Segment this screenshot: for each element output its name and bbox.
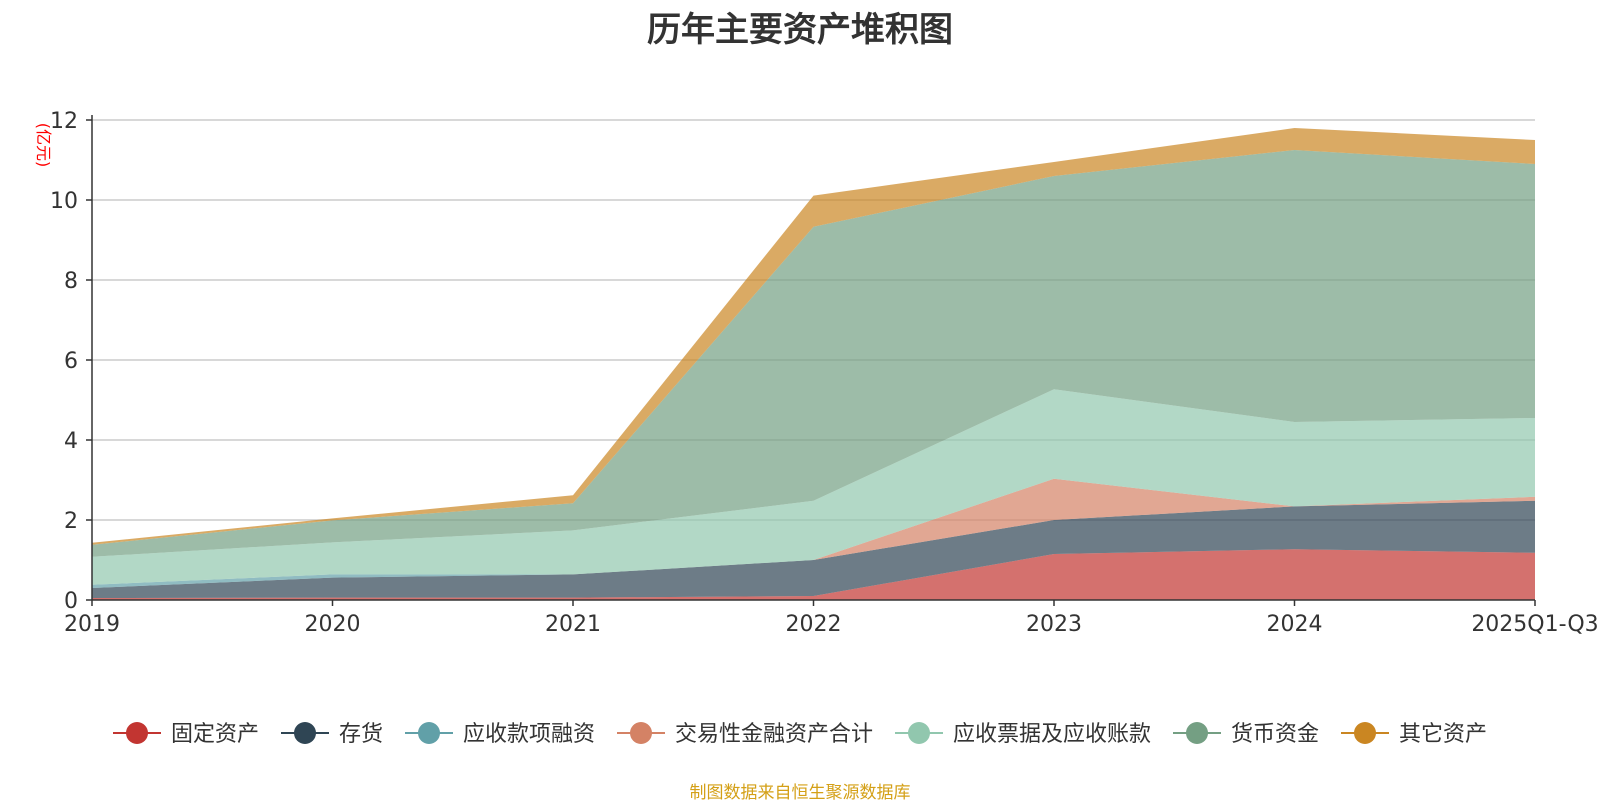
legend-label: 应收款项融资 — [463, 722, 595, 747]
x-tick-label: 2019 — [64, 612, 120, 637]
legend-label: 其它资产 — [1399, 722, 1487, 747]
legend-item: 交易性金融资产合计 — [617, 722, 873, 747]
legend-marker — [294, 722, 316, 744]
y-axis-unit-label: (亿元) — [34, 123, 53, 168]
x-tick-label: 2023 — [1026, 612, 1082, 637]
legend-item: 应收款项融资 — [405, 722, 595, 747]
axes: 0 2 4 6 8 10 12 2019 2020 2021 2022 2023 2024 2025Q1-… — [50, 109, 1599, 637]
legend-item: 其它资产 — [1341, 722, 1487, 747]
area-固定资产 — [92, 549, 1535, 600]
x-tick-label: 2022 — [786, 612, 842, 637]
area-应收票据及应收账款 — [92, 389, 1535, 585]
legend-label: 应收票据及应收账款 — [953, 722, 1151, 747]
area-series — [92, 128, 1535, 600]
area-交易性金融资产合计 — [92, 478, 1535, 585]
legend-item: 固定资产 — [113, 722, 259, 747]
legend-label: 存货 — [339, 722, 383, 747]
legend-item: 存货 — [281, 722, 383, 747]
y-tick-label: 12 — [50, 109, 78, 134]
y-tick-label: 10 — [50, 189, 78, 214]
legend-label: 货币资金 — [1231, 722, 1319, 747]
legend-marker — [1354, 722, 1376, 744]
legend-label: 固定资产 — [171, 722, 259, 747]
source-note: 制图数据来自恒生聚源数据库 — [689, 783, 911, 803]
area-存货 — [92, 500, 1535, 598]
y-tick-label: 2 — [64, 509, 78, 534]
legend: 固定资产 存货 应收款项融资 交易性金融资产合计 应收票据及应收账款 货币资金 其它资产 — [113, 722, 1487, 747]
legend-marker — [1186, 722, 1208, 744]
y-tick-label: 0 — [64, 589, 78, 614]
area-货币资金 — [92, 150, 1535, 557]
legend-marker — [908, 722, 930, 744]
y-tick-label: 4 — [64, 429, 78, 454]
x-tick-label: 2024 — [1267, 612, 1323, 637]
legend-item: 应收票据及应收账款 — [895, 722, 1151, 747]
legend-marker — [418, 722, 440, 744]
y-tick-label: 8 — [64, 269, 78, 294]
x-tick-label: 2025Q1-Q3 — [1471, 612, 1598, 637]
legend-label: 交易性金融资产合计 — [675, 722, 873, 747]
chart-title: 历年主要资产堆积图 — [647, 10, 953, 50]
x-tick-label: 2020 — [305, 612, 361, 637]
legend-item: 货币资金 — [1173, 722, 1319, 747]
y-tick-label: 6 — [64, 349, 78, 374]
area-应收款项融资 — [92, 500, 1535, 588]
area-其它资产 — [92, 128, 1535, 545]
legend-marker — [126, 722, 148, 744]
legend-marker — [630, 722, 652, 744]
x-tick-label: 2021 — [545, 612, 601, 637]
